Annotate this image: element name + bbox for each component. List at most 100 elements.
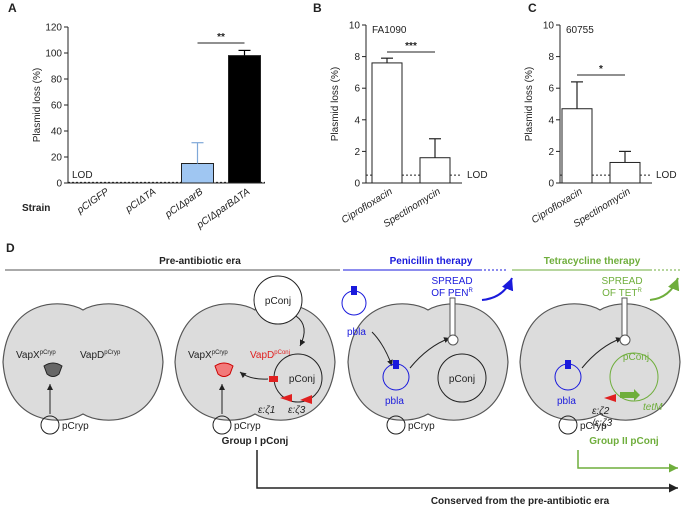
y-tick-label: 2 xyxy=(354,147,360,158)
plasmid xyxy=(40,415,60,435)
x-tick-label: pCIGFP xyxy=(75,186,112,216)
x-axis-label: Strain xyxy=(22,203,50,214)
bar xyxy=(181,163,214,184)
label: pbla xyxy=(347,327,366,338)
arrow xyxy=(577,450,678,473)
panel-label: A xyxy=(8,1,17,15)
plasmid xyxy=(437,353,487,403)
y-tick-label: 8 xyxy=(354,52,360,63)
plasmid xyxy=(558,415,578,435)
y-tick-label: 120 xyxy=(45,23,62,34)
arrow xyxy=(409,337,451,369)
plasmid xyxy=(386,415,406,435)
lod-label: LOD xyxy=(467,170,488,181)
y-tick-label: 4 xyxy=(354,115,360,126)
panel-label: D xyxy=(6,241,15,255)
bar xyxy=(561,108,593,184)
label: pConj xyxy=(289,374,315,385)
significance-label: *** xyxy=(405,41,417,52)
arrow xyxy=(256,450,678,493)
group-label: Group I pConj xyxy=(222,436,289,447)
y-tick-label: 60 xyxy=(51,101,63,112)
label: VapX xyxy=(16,350,40,361)
gene xyxy=(604,394,616,402)
label: pConj xyxy=(449,374,475,385)
bar xyxy=(371,62,403,184)
bar xyxy=(419,157,451,184)
label: pCryp xyxy=(104,350,121,356)
y-tick-label: 80 xyxy=(51,75,63,86)
pilus xyxy=(449,297,456,337)
significance-label: ** xyxy=(217,32,225,43)
label: pCryp xyxy=(408,421,435,432)
lod-label: LOD xyxy=(656,170,677,181)
lod-label: LOD xyxy=(72,170,93,181)
label: R xyxy=(638,288,643,294)
label: /ε:ζ3 xyxy=(591,418,613,429)
pilus-base xyxy=(619,334,631,346)
y-axis-label: Plasmid loss (%) xyxy=(524,67,535,141)
cell xyxy=(174,303,336,421)
y-tick-label: 8 xyxy=(548,52,554,63)
label: SPREAD xyxy=(601,276,642,287)
label: VapXpCryp xyxy=(188,350,228,361)
cells xyxy=(2,303,681,421)
label: ε:ζ2 xyxy=(592,406,610,417)
y-tick-label: 40 xyxy=(51,127,63,138)
label: VapD xyxy=(250,350,274,361)
label: VapDpConj xyxy=(250,350,290,361)
y-tick-label: 6 xyxy=(354,84,360,95)
subtitle: 60755 xyxy=(566,25,594,36)
label: tetM xyxy=(643,402,663,413)
y-tick-label: 20 xyxy=(51,153,63,164)
protein-icon xyxy=(43,362,63,377)
arrow xyxy=(581,337,623,369)
pilus xyxy=(621,297,628,337)
label: VapX xyxy=(188,350,212,361)
label: pConj xyxy=(265,296,291,307)
label: pCryp xyxy=(212,350,229,356)
plasmid xyxy=(212,415,232,435)
label: ε:ζ1 xyxy=(258,405,275,416)
label: SPREAD xyxy=(431,276,472,287)
label: OF PENR xyxy=(431,288,473,299)
cell xyxy=(519,303,681,421)
arrow xyxy=(481,277,514,301)
label: OF PEN xyxy=(431,288,468,299)
y-tick-label: 0 xyxy=(56,179,62,190)
label: pbla xyxy=(557,396,576,407)
era-title: Pre-antibiotic era xyxy=(159,256,241,267)
label: VapD xyxy=(80,350,104,361)
label: OF TET xyxy=(602,288,637,299)
y-tick-label: 100 xyxy=(45,49,62,60)
y-tick-label: 0 xyxy=(548,179,554,190)
significance-label: * xyxy=(599,64,603,75)
arrow xyxy=(649,277,680,301)
label: VapXpCryp xyxy=(16,350,56,361)
group-label: Group II pConj xyxy=(589,436,659,447)
label: Conserved from the pre-antibiotic era xyxy=(431,496,610,507)
arrow xyxy=(239,371,269,380)
label: VapDpCryp xyxy=(80,350,121,361)
label: R xyxy=(468,288,473,294)
y-axis-label: Plasmid loss (%) xyxy=(32,68,43,142)
protein-icon xyxy=(214,362,234,377)
y-tick-label: 10 xyxy=(543,21,555,32)
pilus-base xyxy=(447,334,459,346)
label: OF TETR xyxy=(602,288,642,299)
y-axis-label: Plasmid loss (%) xyxy=(330,67,341,141)
bar xyxy=(609,161,641,184)
era-title: Penicillin therapy xyxy=(390,256,473,267)
gene xyxy=(620,389,640,401)
panel-label: B xyxy=(313,1,322,15)
y-tick-label: 6 xyxy=(548,84,554,95)
diagram: D Pre-antibiotic era Penicillin therapy … xyxy=(2,241,682,507)
era-title: Tetracycline therapy xyxy=(544,256,641,267)
label: ε:ζ3 xyxy=(288,405,306,416)
arrow xyxy=(371,331,393,367)
arrow xyxy=(295,315,306,347)
gene xyxy=(393,360,399,369)
label: pCryp xyxy=(580,421,607,432)
label: pCryp xyxy=(234,421,261,432)
